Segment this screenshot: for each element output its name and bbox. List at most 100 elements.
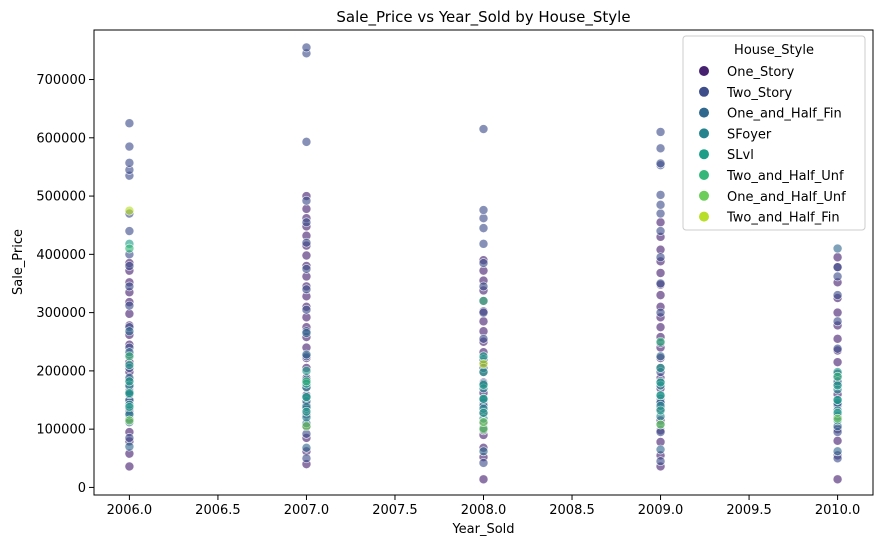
data-point xyxy=(478,124,489,134)
y-tick-label: 500000 xyxy=(36,190,86,205)
data-point xyxy=(301,217,312,228)
y-axis-label: Sale_Price xyxy=(11,229,26,295)
data-point xyxy=(832,446,843,457)
data-point xyxy=(655,419,666,430)
data-point xyxy=(655,456,666,467)
data-point xyxy=(478,258,489,268)
data-point xyxy=(124,300,135,311)
data-point xyxy=(478,296,489,306)
data-point xyxy=(832,474,843,485)
data-point xyxy=(832,316,843,327)
legend-entry: Two_and_Half_Fin xyxy=(726,211,840,226)
y-axis: 0 100000 200000 300000 400000 500000 600000 700… xyxy=(36,73,94,496)
data-point xyxy=(478,359,489,369)
data-point xyxy=(301,366,312,376)
legend-entry: One_and_Half_Unf xyxy=(727,190,846,205)
legend-marker xyxy=(699,66,709,76)
data-point xyxy=(478,408,489,418)
series-two-and-half-fin xyxy=(124,205,489,369)
data-point xyxy=(478,367,489,377)
data-point xyxy=(124,308,135,319)
data-point xyxy=(832,343,843,354)
data-point xyxy=(301,406,312,417)
data-point xyxy=(655,252,666,263)
data-point xyxy=(478,239,489,249)
data-point xyxy=(478,223,489,233)
data-point xyxy=(655,278,666,289)
data-point xyxy=(301,284,312,295)
x-tick-label: 2009.5 xyxy=(726,503,772,518)
data-point xyxy=(832,262,843,272)
legend-entry: SFoyer xyxy=(727,127,772,142)
y-tick-label: 400000 xyxy=(36,248,86,263)
data-point xyxy=(301,137,312,147)
data-point xyxy=(832,252,843,263)
chart-title: Sale_Price vs Year_Sold by House_Style xyxy=(336,8,630,27)
legend-entry: One_and_Half_Fin xyxy=(727,107,842,122)
legend-entry: SLvl xyxy=(727,148,754,163)
data-point xyxy=(832,334,843,344)
data-point xyxy=(655,208,666,219)
y-tick-label: 300000 xyxy=(36,306,86,321)
data-point xyxy=(655,377,666,388)
data-point xyxy=(655,217,666,228)
data-point xyxy=(124,433,135,443)
data-point xyxy=(655,307,666,318)
data-point xyxy=(655,363,666,373)
data-point xyxy=(478,213,489,224)
y-tick-label: 700000 xyxy=(36,73,86,88)
data-point xyxy=(301,421,312,432)
data-point xyxy=(832,395,843,405)
data-point xyxy=(832,271,843,282)
data-point xyxy=(301,264,312,274)
x-tick-label: 2006.0 xyxy=(107,503,153,518)
points-layer xyxy=(124,42,843,485)
data-point xyxy=(655,268,666,278)
data-point xyxy=(832,290,843,300)
data-point xyxy=(655,390,666,401)
data-point xyxy=(124,226,135,236)
data-point xyxy=(478,446,489,457)
data-point xyxy=(832,380,843,391)
legend-items: One_Story Two_Story One_and_Half_Fin SFoyer… xyxy=(699,65,846,226)
legend-marker xyxy=(699,149,709,160)
data-point xyxy=(301,328,312,338)
data-point xyxy=(124,243,135,254)
series-two-and-half-unf xyxy=(124,243,843,387)
data-point xyxy=(655,336,666,347)
data-point xyxy=(832,357,843,367)
data-point xyxy=(655,290,666,300)
data-point xyxy=(301,349,312,360)
data-point xyxy=(124,402,135,412)
data-point xyxy=(124,205,135,216)
data-point xyxy=(301,304,312,315)
data-point xyxy=(478,474,489,485)
data-point xyxy=(301,204,312,214)
data-point xyxy=(478,380,489,390)
data-point xyxy=(478,458,489,468)
data-point xyxy=(301,195,312,206)
data-point xyxy=(655,200,666,210)
x-tick-label: 2008.5 xyxy=(549,503,595,518)
legend-marker xyxy=(699,128,709,139)
data-point xyxy=(478,205,489,215)
data-point xyxy=(655,158,666,169)
data-point xyxy=(655,322,666,332)
data-point xyxy=(124,281,135,292)
data-point xyxy=(655,444,666,455)
data-point xyxy=(832,413,843,424)
data-point xyxy=(655,143,666,154)
y-tick-label: 100000 xyxy=(36,423,86,438)
data-point xyxy=(478,394,489,404)
legend-box xyxy=(682,35,866,231)
data-point xyxy=(301,443,312,453)
data-point xyxy=(832,371,843,382)
data-point xyxy=(478,334,489,344)
data-point xyxy=(124,158,135,168)
legend: House_Style One_Story Two_Story One_and_Ha… xyxy=(682,35,866,231)
data-point xyxy=(301,42,312,53)
data-point xyxy=(124,461,135,472)
data-point xyxy=(124,376,135,387)
data-point xyxy=(655,127,666,137)
